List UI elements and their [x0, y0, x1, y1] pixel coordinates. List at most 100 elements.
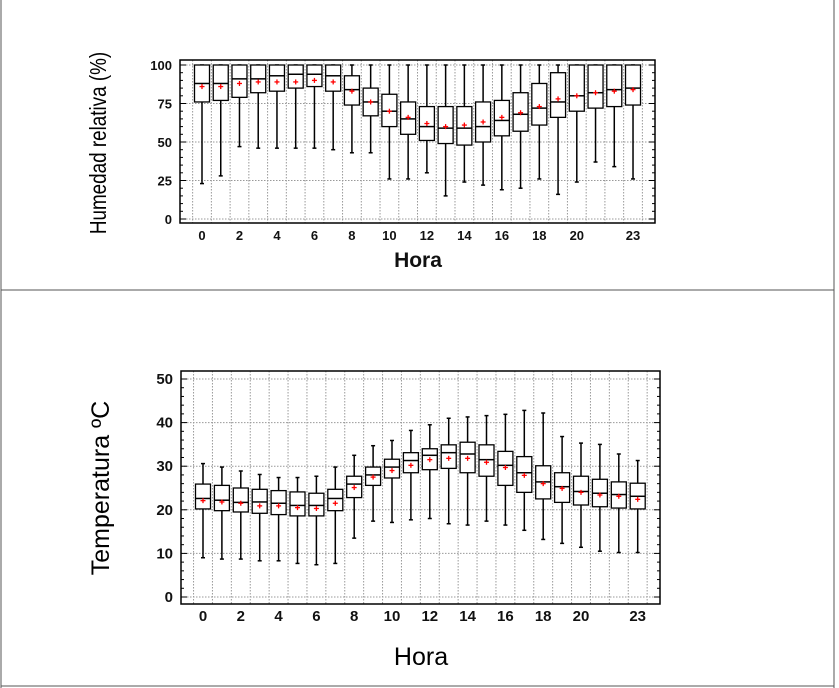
box-hour-6 [306, 64, 323, 149]
box-hour-9 [364, 444, 382, 522]
box-hour-18 [535, 412, 552, 541]
iqr-box [624, 64, 642, 106]
plot-frame [180, 370, 661, 605]
y-tick-label: 25 [158, 174, 172, 189]
x-tick-label: 6 [312, 608, 320, 625]
box-hour-8 [343, 64, 361, 154]
box-hour-12 [421, 424, 438, 520]
box-hour-7 [325, 64, 342, 151]
y-tick-label: 75 [158, 97, 172, 112]
iqr-box [232, 487, 249, 513]
y-tick-label: 20 [156, 502, 173, 519]
box-hour-5 [287, 64, 304, 149]
x-tick-label: 16 [495, 228, 509, 243]
box-hour-11 [402, 429, 420, 521]
box-hour-19 [549, 64, 567, 196]
x-tick-label: 18 [532, 228, 546, 243]
iqr-box [568, 64, 585, 112]
x-tick-label: 14 [459, 608, 476, 625]
box-hour-10 [381, 64, 398, 180]
box-hour-10 [383, 439, 401, 524]
iqr-box [306, 64, 323, 88]
box-hour-14 [456, 64, 473, 183]
box-hour-22 [606, 64, 623, 168]
box-hour-0 [194, 462, 212, 559]
box-hour-21 [587, 64, 604, 163]
box-hour-6 [308, 475, 325, 566]
x-tick-label: 23 [626, 228, 640, 243]
iqr-box [212, 64, 229, 102]
x-tick-label: 20 [573, 608, 590, 625]
iqr-box [327, 488, 344, 512]
box-hour-13 [440, 417, 457, 525]
grid [180, 60, 655, 223]
x-tick-label: 18 [535, 608, 552, 625]
box-hour-19 [553, 435, 571, 545]
box-hour-12 [418, 64, 436, 174]
box-hour-17 [512, 64, 529, 189]
y-axis-label: Humedad relativa (%) [86, 52, 111, 234]
box-hour-15 [474, 64, 492, 186]
x-tick-label: 16 [497, 608, 514, 625]
x-tick-label: 20 [570, 228, 584, 243]
box-hour-2 [231, 64, 248, 148]
x-tick-label: 12 [421, 608, 438, 625]
box-hour-14 [459, 416, 476, 526]
y-tick-label: 100 [150, 58, 172, 73]
iqr-box [325, 64, 342, 92]
box-hour-0 [193, 64, 211, 185]
iqr-box [549, 72, 567, 119]
iqr-box [289, 491, 306, 517]
x-axis-label: Hora [394, 643, 448, 671]
box-hour-11 [399, 64, 417, 180]
box-hour-16 [493, 64, 510, 191]
x-tick-label: 4 [274, 608, 283, 625]
x-tick-label: 14 [457, 228, 472, 243]
x-tick-label: 12 [420, 228, 434, 243]
x-tick-label: 2 [237, 608, 245, 625]
box-hour-15 [478, 414, 495, 522]
box-hour-2 [232, 470, 249, 560]
y-tick-label: 0 [165, 589, 173, 606]
x-tick-label: 0 [199, 608, 207, 625]
box-hour-16 [497, 413, 514, 526]
y-tick-label: 30 [156, 458, 173, 475]
box-hour-17 [516, 409, 533, 532]
grid [181, 371, 660, 604]
y-tick-label: 0 [165, 212, 172, 227]
box-hour-3 [251, 473, 268, 562]
x-tick-label: 10 [382, 228, 396, 243]
y-tick-label: 50 [158, 135, 172, 150]
box-hour-18 [531, 64, 548, 180]
x-axis-label: Hora [394, 249, 442, 272]
y-tick-label: 50 [156, 371, 173, 388]
iqr-box [402, 452, 420, 474]
box-hour-4 [270, 476, 287, 562]
box-hour-8 [346, 454, 363, 539]
iqr-box [268, 64, 286, 92]
iqr-box [587, 64, 604, 109]
x-tick-label: 8 [350, 608, 358, 625]
x-tick-label: 0 [198, 228, 205, 243]
x-tick-label: 6 [311, 228, 318, 243]
iqr-box [308, 492, 325, 517]
box-hour-23 [629, 459, 646, 554]
iqr-box [213, 484, 231, 512]
box-hour-1 [212, 64, 229, 177]
x-tick-label: 4 [273, 228, 281, 243]
box-hour-13 [437, 64, 454, 197]
y-axis-label: Temperatura ºC [87, 401, 115, 575]
x-tick-label: 10 [384, 608, 401, 625]
box-hour-22 [610, 453, 627, 554]
iqr-box [606, 64, 623, 108]
x-tick-label: 23 [629, 608, 646, 625]
x-tick-label: 8 [348, 228, 355, 243]
box-hour-4 [268, 64, 286, 149]
box-hour-21 [591, 443, 609, 552]
humidity-boxplot: Humedad relativa (%) Hora 0 25 50 75 100 0 2 4 6… [86, 52, 656, 272]
box-hour-7 [327, 466, 344, 565]
box-hour-5 [289, 476, 306, 565]
box-hour-20 [568, 64, 585, 183]
